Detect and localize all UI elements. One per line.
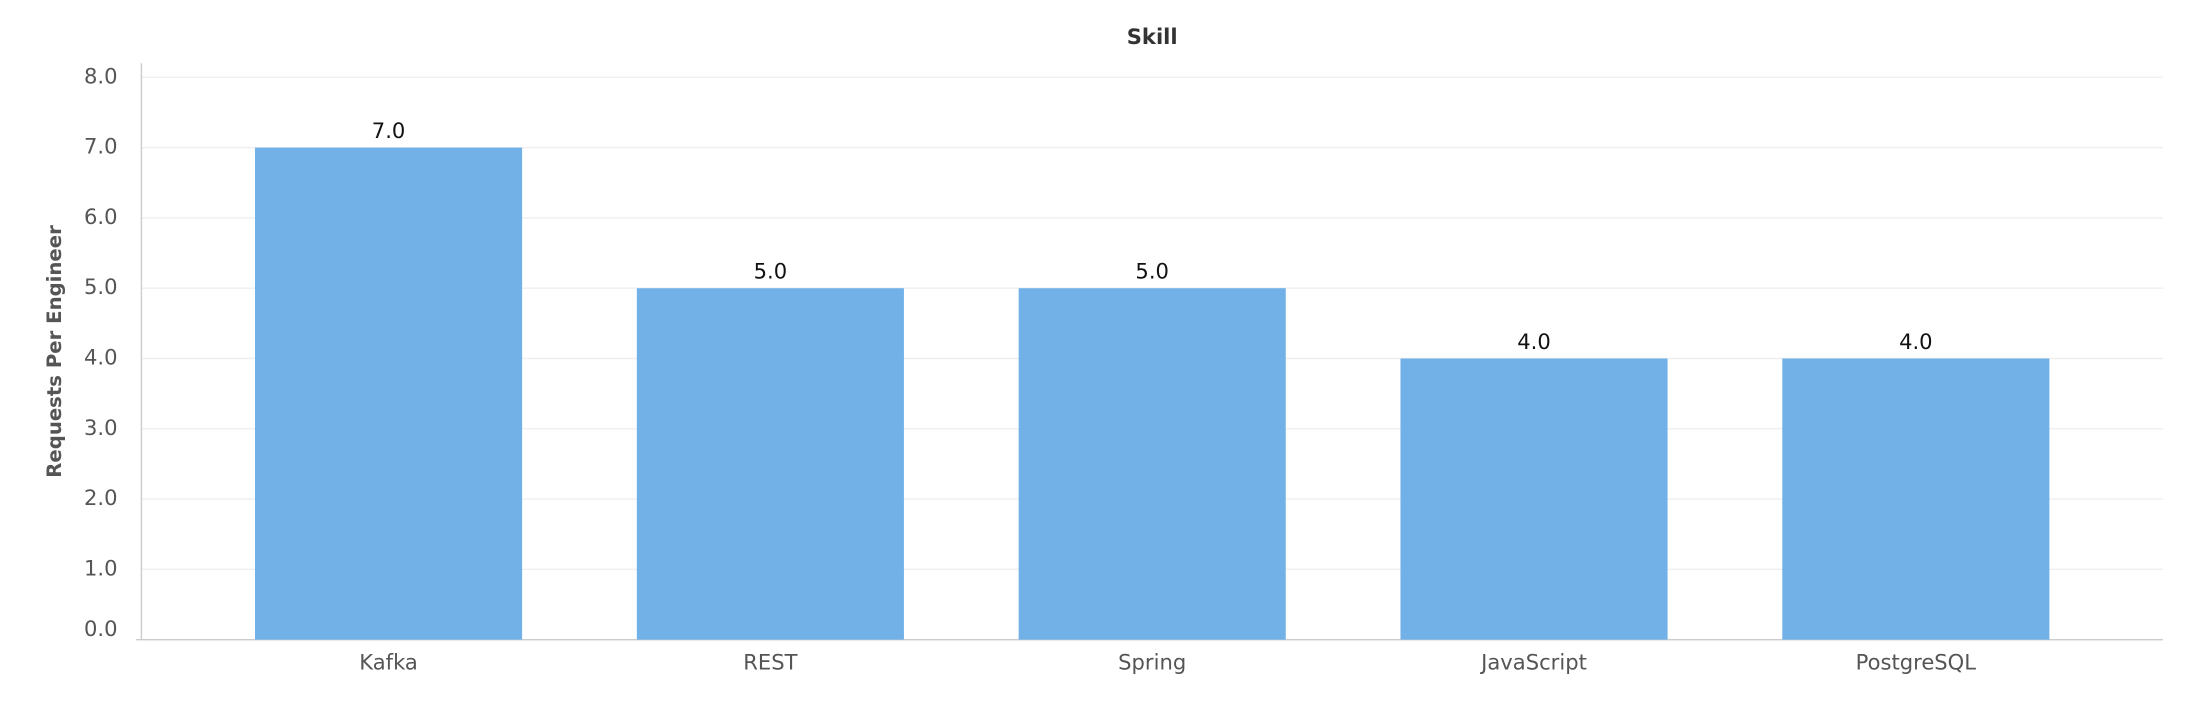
y-tick-label: 1.0 [84, 555, 118, 580]
y-tick-label: 3.0 [84, 415, 118, 440]
x-tick-label: Kafka [359, 650, 418, 675]
y-tick-label: 6.0 [84, 204, 118, 229]
y-axis-label: Requests Per Engineer [43, 225, 66, 478]
x-tick-label: REST [743, 650, 797, 675]
x-tick-label: JavaScript [1479, 650, 1587, 675]
y-tick-label: 0.0 [84, 616, 118, 641]
chart-title: Skill [1127, 24, 1178, 49]
value-label: 4.0 [1899, 329, 1933, 354]
value-label: 4.0 [1517, 329, 1551, 354]
value-label: 5.0 [754, 259, 788, 284]
x-tick-label: PostgreSQL [1856, 650, 1977, 675]
value-label: 7.0 [372, 118, 406, 143]
bar [1400, 358, 1668, 640]
bar [636, 288, 904, 640]
y-tick-label: 5.0 [84, 274, 118, 299]
y-tick-label: 7.0 [84, 134, 118, 159]
x-tick-label: Spring [1118, 650, 1186, 675]
value-label: 5.0 [1135, 259, 1169, 284]
y-tick-label: 8.0 [84, 63, 118, 88]
bar [1018, 288, 1286, 640]
y-tick-label: 2.0 [84, 485, 118, 510]
bar [255, 147, 523, 640]
y-tick-label: 4.0 [84, 344, 118, 369]
bar [1782, 358, 2050, 640]
